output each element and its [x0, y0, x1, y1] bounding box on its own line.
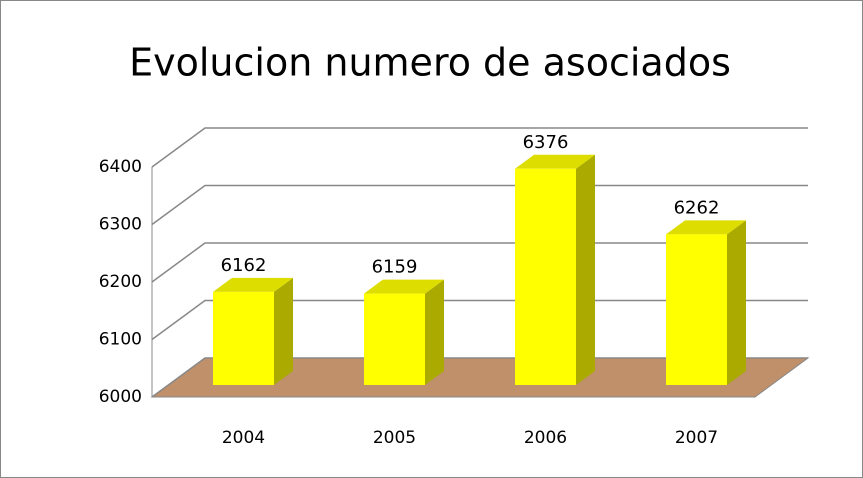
- grid-line: [151, 127, 808, 168]
- x-tick-label: 2007: [675, 428, 718, 448]
- bar-side: [425, 279, 444, 385]
- grid-line: [151, 357, 808, 398]
- x-tick-label: 2004: [222, 428, 265, 448]
- data-label: 6162: [221, 255, 267, 276]
- bar-side: [274, 277, 293, 385]
- y-tick-label: 6200: [99, 272, 142, 292]
- chart-title: Evolucion numero de asociados: [129, 41, 731, 85]
- data-label: 6262: [674, 197, 720, 218]
- bar-top: [364, 279, 444, 294]
- y-tick-label: 6300: [99, 215, 142, 235]
- bar-top: [213, 277, 293, 292]
- x-tick-label: 2005: [373, 428, 416, 448]
- bar: [515, 168, 576, 385]
- data-label: 6376: [523, 132, 569, 153]
- bar-top: [515, 154, 595, 169]
- y-tick-label: 6100: [99, 330, 142, 350]
- bar-side: [576, 154, 595, 385]
- grid-line: [151, 299, 808, 341]
- bar: [364, 293, 425, 385]
- bar-top: [666, 220, 746, 235]
- grid-line: [151, 184, 808, 226]
- y-tick-label: 6000: [99, 387, 142, 407]
- y-tick-label: 6400: [99, 157, 142, 177]
- data-label: 6159: [372, 257, 418, 278]
- bar-side: [727, 220, 746, 385]
- bar: [213, 291, 274, 385]
- grid-line: [151, 242, 808, 283]
- bar: [666, 234, 727, 385]
- x-tick-label: 2006: [524, 428, 567, 448]
